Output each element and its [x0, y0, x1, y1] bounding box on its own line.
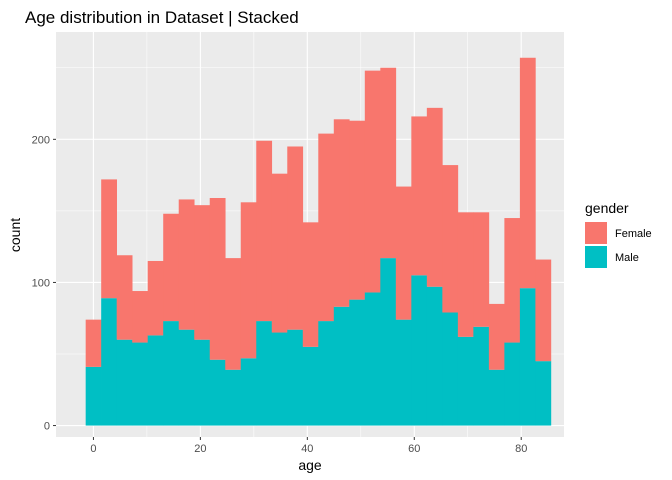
x-tick-label: 60 — [408, 443, 420, 455]
bar-male — [256, 321, 273, 426]
bar-male — [225, 369, 242, 426]
bar-female — [302, 222, 319, 347]
bar-female — [194, 205, 211, 340]
bar-female — [457, 212, 474, 337]
x-tick-label: 0 — [90, 443, 96, 455]
x-axis: 0 20 40 60 80 — [90, 437, 527, 455]
bar-female — [333, 119, 350, 307]
x-axis-title: age — [298, 457, 322, 473]
y-tick-label: 0 — [44, 421, 50, 433]
y-axis-title: count — [7, 218, 23, 252]
bar-male — [101, 298, 117, 426]
bar-male — [163, 321, 180, 426]
y-axis: 0 100 200 — [32, 134, 56, 433]
bar-male — [178, 329, 195, 426]
bar-female — [132, 291, 149, 343]
bar-female — [225, 258, 242, 370]
bar-male — [535, 361, 552, 426]
bar-female — [473, 212, 490, 327]
bar-male — [411, 275, 428, 426]
bar-male — [116, 339, 133, 426]
bar-male — [132, 342, 149, 426]
bar-male — [318, 321, 335, 426]
bar-female — [116, 255, 133, 340]
bar-female — [442, 165, 459, 313]
bar-female — [101, 179, 117, 299]
legend: gender Female Male — [585, 200, 652, 268]
bar-male — [85, 366, 102, 426]
x-tick-label: 80 — [515, 443, 527, 455]
y-tick-label: 200 — [32, 134, 50, 146]
bar-female — [380, 67, 397, 259]
bar-male — [194, 339, 211, 426]
y-tick-label: 100 — [32, 277, 50, 289]
bars-layer — [85, 57, 552, 426]
legend-swatch-female — [585, 222, 607, 244]
bar-female — [318, 133, 335, 322]
bar-male — [364, 292, 381, 426]
bar-male — [302, 346, 319, 426]
bar-male — [287, 329, 304, 426]
legend-label-female: Female — [615, 228, 652, 240]
bar-female — [349, 120, 366, 300]
bar-female — [271, 173, 288, 333]
bar-male — [457, 336, 474, 426]
bar-female — [504, 218, 521, 343]
bar-male — [442, 312, 459, 426]
bar-male — [147, 335, 164, 426]
bar-male — [349, 299, 366, 426]
bar-female — [178, 199, 195, 330]
bar-male — [333, 306, 350, 426]
bar-female — [535, 259, 552, 362]
bar-female — [163, 213, 180, 322]
bar-female — [147, 260, 164, 336]
bar-male — [519, 288, 536, 426]
bar-male — [240, 358, 257, 426]
legend-title: gender — [585, 200, 629, 216]
x-tick-label: 40 — [301, 443, 313, 455]
bar-female — [209, 198, 226, 360]
legend-label-male: Male — [615, 252, 639, 264]
bar-female — [488, 303, 505, 370]
bar-male — [380, 258, 397, 426]
bar-female — [256, 140, 273, 322]
bar-female — [411, 116, 428, 276]
bar-female — [364, 70, 381, 293]
bar-female — [519, 57, 536, 289]
bar-male — [426, 286, 443, 426]
bar-female — [426, 107, 443, 287]
bar-female — [395, 186, 412, 320]
bar-male — [488, 369, 505, 426]
bar-male — [504, 342, 521, 426]
x-tick-label: 20 — [194, 443, 206, 455]
bar-male — [209, 359, 226, 426]
bar-female — [85, 319, 102, 367]
bar-male — [473, 326, 490, 426]
bar-male — [271, 332, 288, 426]
bar-female — [287, 146, 304, 330]
legend-swatch-male — [585, 246, 607, 268]
bar-male — [395, 319, 412, 426]
bar-female — [240, 202, 257, 359]
chart-title: Age distribution in Dataset | Stacked — [25, 8, 299, 27]
